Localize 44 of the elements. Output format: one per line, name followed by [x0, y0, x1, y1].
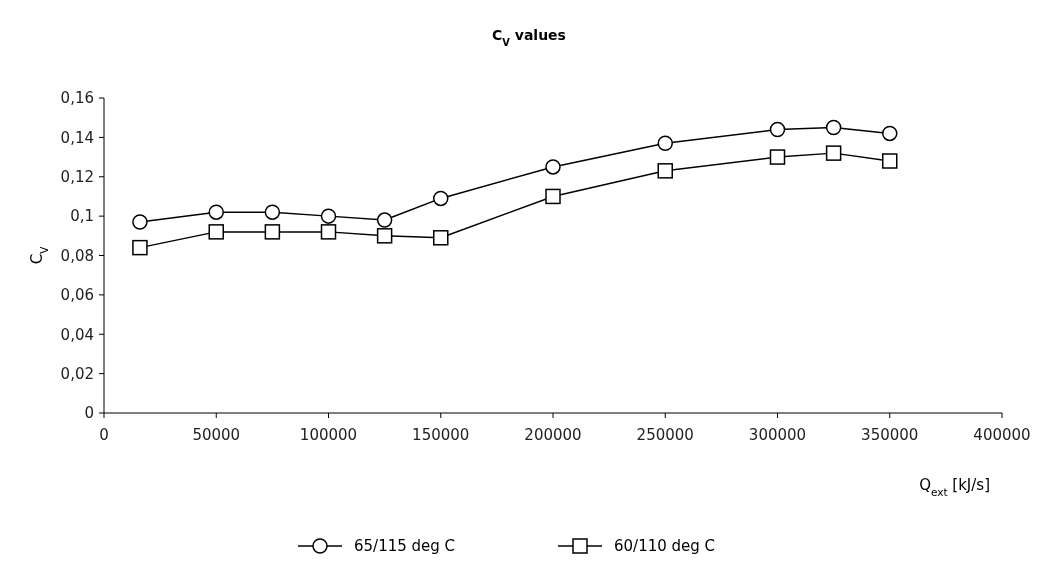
- legend-label: 65/115 deg C: [354, 537, 456, 556]
- point: [433, 230, 449, 246]
- point: [132, 214, 148, 230]
- point: [545, 188, 561, 205]
- x-tick-label: 250000: [636, 426, 694, 444]
- point: [320, 208, 337, 224]
- point: [376, 228, 393, 244]
- point: [208, 204, 224, 220]
- point: [825, 145, 842, 161]
- point: [320, 224, 337, 240]
- point: [825, 119, 842, 136]
- y-tick-label: 0: [84, 404, 94, 423]
- point: [657, 135, 673, 152]
- legend-label: 60/110 deg C: [614, 537, 716, 556]
- point: [769, 149, 786, 165]
- x-tick-label: 300000: [748, 426, 807, 444]
- y-tick-label: 0,02: [60, 364, 94, 383]
- x-tick-label: 200000: [524, 426, 582, 444]
- point: [433, 190, 449, 207]
- y-tick-label: 0,16: [60, 89, 94, 108]
- point: [769, 121, 786, 138]
- chart-title: C$_{V}$ values: [492, 27, 566, 48]
- point: [376, 212, 393, 228]
- y-tick-label: 0,14: [60, 128, 94, 147]
- x-tick-label: 0: [99, 426, 109, 444]
- point: [545, 159, 561, 175]
- x-tick-label: 50000: [192, 426, 241, 444]
- point: [264, 204, 281, 220]
- y-tick-label: 0,06: [60, 286, 94, 305]
- x-tick-label: 100000: [299, 426, 358, 444]
- point: [264, 224, 281, 240]
- y-tick-label: 0,12: [60, 168, 94, 186]
- y-tick-label: 0,04: [60, 325, 94, 344]
- point: [657, 163, 673, 179]
- x-axis-title: Q$_{ext}$ [kJ/s]: [919, 476, 990, 498]
- point: [882, 125, 898, 142]
- y-tick-label: 0,1: [70, 207, 94, 226]
- x-tick-label: 150000: [412, 426, 470, 444]
- y-tick-label: 0,08: [60, 246, 94, 265]
- x-tick-label: 350000: [861, 426, 919, 444]
- point: [132, 239, 148, 256]
- point: [208, 224, 224, 240]
- x-tick-label: 400000: [973, 426, 1031, 444]
- point: [882, 153, 898, 169]
